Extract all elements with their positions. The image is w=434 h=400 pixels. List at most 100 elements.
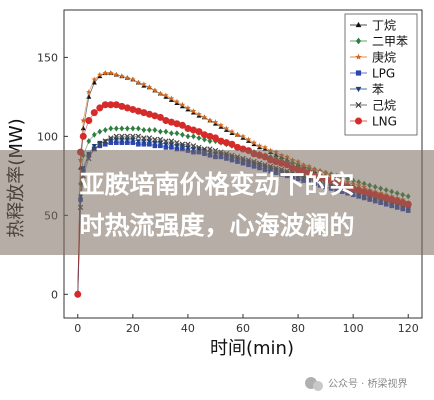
legend-marker bbox=[355, 37, 362, 45]
data-point bbox=[146, 139, 152, 144]
data-point bbox=[107, 70, 114, 76]
x-tick-label: 60 bbox=[236, 322, 250, 335]
data-point bbox=[174, 130, 180, 137]
data-point bbox=[156, 113, 164, 121]
legend-marker bbox=[355, 101, 362, 109]
data-point bbox=[91, 76, 98, 82]
y-tick-label: 0 bbox=[51, 288, 58, 301]
data-point bbox=[141, 139, 147, 144]
data-point bbox=[86, 138, 92, 145]
x-axis-title: 时间(min) bbox=[210, 338, 294, 359]
data-point bbox=[90, 109, 98, 117]
data-point bbox=[180, 146, 185, 152]
data-point bbox=[174, 98, 180, 105]
data-point bbox=[163, 128, 169, 135]
data-point bbox=[79, 132, 87, 140]
x-tick-label: 100 bbox=[343, 322, 364, 335]
legend-marker bbox=[355, 21, 362, 28]
data-point bbox=[152, 87, 158, 93]
data-point bbox=[152, 140, 158, 146]
legend-marker bbox=[354, 117, 363, 125]
data-point bbox=[102, 70, 109, 76]
data-point bbox=[147, 141, 152, 147]
data-point bbox=[135, 133, 142, 140]
data-point bbox=[97, 143, 103, 149]
data-point bbox=[168, 142, 174, 148]
data-point bbox=[96, 71, 103, 78]
data-point bbox=[212, 119, 219, 125]
data-point bbox=[262, 144, 268, 150]
data-point bbox=[167, 118, 175, 126]
data-point bbox=[145, 110, 153, 118]
data-point bbox=[196, 144, 202, 151]
data-point bbox=[130, 133, 136, 140]
data-point bbox=[86, 94, 92, 99]
data-point bbox=[163, 145, 169, 150]
data-point bbox=[123, 104, 131, 112]
data-point bbox=[119, 133, 125, 140]
y-tick-label: 150 bbox=[37, 51, 58, 64]
data-point bbox=[173, 120, 181, 128]
data-point bbox=[163, 142, 169, 148]
data-point bbox=[207, 117, 213, 123]
data-point bbox=[135, 139, 141, 144]
data-point bbox=[130, 137, 136, 143]
data-point bbox=[114, 140, 119, 145]
data-point bbox=[141, 135, 147, 141]
data-point bbox=[152, 127, 158, 134]
data-point bbox=[112, 101, 120, 109]
overlay-line-2: 时热流强度，心海波澜的 bbox=[79, 211, 354, 240]
data-point bbox=[80, 117, 87, 123]
data-point bbox=[141, 81, 147, 87]
data-point bbox=[169, 130, 174, 137]
data-point bbox=[190, 143, 197, 149]
data-point bbox=[157, 90, 164, 97]
data-point bbox=[124, 137, 130, 143]
data-point bbox=[218, 122, 224, 128]
data-point bbox=[97, 140, 103, 146]
data-point bbox=[185, 104, 191, 111]
data-point bbox=[119, 140, 125, 145]
data-point bbox=[157, 140, 163, 146]
data-point bbox=[147, 127, 152, 134]
data-point bbox=[169, 145, 174, 150]
data-point bbox=[233, 143, 242, 151]
data-point bbox=[97, 128, 103, 135]
data-point bbox=[80, 125, 86, 131]
legend-label: 己烷 bbox=[372, 99, 396, 113]
data-point bbox=[146, 135, 153, 141]
x-tick-label: 40 bbox=[181, 322, 195, 335]
data-point bbox=[207, 138, 213, 145]
data-point bbox=[102, 138, 109, 144]
data-point bbox=[101, 101, 109, 109]
data-point bbox=[141, 127, 147, 134]
data-point bbox=[158, 128, 163, 135]
data-point bbox=[245, 136, 252, 142]
data-point bbox=[179, 141, 186, 147]
legend-item: 庚烷 bbox=[350, 50, 396, 65]
data-point bbox=[178, 121, 186, 129]
data-point bbox=[96, 104, 104, 112]
data-point bbox=[113, 133, 120, 140]
data-point bbox=[180, 131, 185, 138]
data-point bbox=[103, 127, 108, 134]
x-tick-label: 0 bbox=[74, 322, 81, 335]
data-point bbox=[174, 143, 180, 149]
data-point bbox=[136, 125, 141, 132]
data-point bbox=[185, 145, 191, 151]
data-point bbox=[240, 133, 246, 139]
data-point bbox=[108, 140, 114, 145]
legend-item: LNG bbox=[350, 115, 397, 129]
data-point bbox=[97, 141, 103, 147]
data-point bbox=[130, 140, 136, 145]
watermark-text: 公众号 · 桥梁视界 bbox=[328, 377, 408, 390]
data-point bbox=[152, 143, 158, 149]
data-point bbox=[119, 125, 125, 132]
data-point bbox=[113, 137, 119, 143]
data-point bbox=[130, 125, 136, 132]
data-point bbox=[146, 84, 153, 90]
data-point bbox=[222, 139, 230, 147]
legend-label: 丁烷 bbox=[372, 19, 396, 33]
data-point bbox=[163, 138, 169, 144]
